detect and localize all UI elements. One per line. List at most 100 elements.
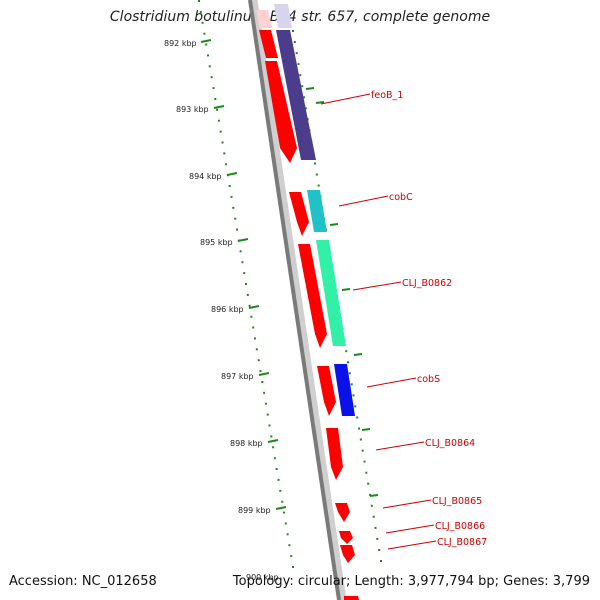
dot <box>272 446 275 449</box>
colored-fade-top <box>274 4 292 28</box>
dot <box>236 228 238 231</box>
cds-arrow-4 <box>298 244 327 348</box>
tick-label-899: 899 kbp <box>238 506 271 515</box>
gene-label-cobC: cobC <box>389 192 413 203</box>
dot <box>214 98 217 100</box>
dot <box>263 391 266 394</box>
genome-title: Clostridium botulinum Ba4 str. 657, comp… <box>109 9 491 25</box>
tick-label-900: 900 kbp <box>246 573 279 582</box>
tick-label-895: 895 kbp <box>200 238 233 247</box>
dot <box>210 76 213 79</box>
rtick-5 <box>353 353 363 356</box>
tick-898 <box>267 439 279 443</box>
dot <box>255 348 258 351</box>
cds-fade-top <box>256 10 272 28</box>
cds-arrow-8 <box>339 531 353 544</box>
ticks-dotted-line <box>198 0 294 568</box>
dot <box>252 326 255 329</box>
dot <box>352 394 355 397</box>
dot <box>284 522 287 525</box>
gene-label-CLJ_B0867: CLJ_B0867 <box>437 537 487 548</box>
tick-marks <box>200 39 287 510</box>
dot <box>270 435 273 438</box>
dot <box>286 533 289 536</box>
dot <box>350 383 353 386</box>
dot <box>345 350 348 353</box>
tick-892 <box>200 39 212 43</box>
dot <box>201 21 204 24</box>
tick-label-892: 892 kbp <box>164 39 197 48</box>
cds-arrow-6 <box>326 428 343 480</box>
dot <box>243 272 246 275</box>
dot <box>259 370 262 373</box>
rtick-3 <box>329 223 339 226</box>
cds-arrow-7 <box>335 503 350 522</box>
genome-backbone <box>248 0 341 600</box>
rtick-6 <box>361 428 371 431</box>
dot <box>277 478 280 481</box>
dot <box>358 427 360 430</box>
callout-CLJ_B0865 <box>382 499 432 509</box>
tick-label-893: 893 kbp <box>176 105 209 114</box>
dot <box>207 54 209 57</box>
dot <box>317 184 320 187</box>
callout-lines <box>320 93 437 550</box>
dot <box>354 405 357 408</box>
dot <box>374 526 377 529</box>
dot <box>370 504 373 507</box>
tick-895 <box>237 238 249 242</box>
accession-label: Accession: NC_012658 <box>9 574 157 589</box>
tick-894 <box>226 172 238 176</box>
cds-arrow-5 <box>317 366 336 416</box>
dot <box>208 65 211 68</box>
tick-899 <box>275 506 287 510</box>
dot <box>348 372 351 375</box>
callout-cobS <box>366 377 417 388</box>
dot <box>230 195 233 198</box>
gene-feoB_1 <box>276 30 316 160</box>
dot <box>347 361 349 364</box>
genome-backbone-shadow <box>250 0 347 600</box>
tick-896 <box>248 305 260 309</box>
dot <box>264 402 267 405</box>
dot <box>281 500 284 503</box>
dot <box>234 217 237 220</box>
dot <box>279 489 282 492</box>
cds-arrow-1 <box>259 30 278 58</box>
dot <box>275 468 278 470</box>
callout-CLJ_B0864 <box>375 441 425 451</box>
gene-label-cobS: cobS <box>417 374 440 385</box>
dot <box>232 206 235 209</box>
dot <box>378 549 381 551</box>
rtick-7 <box>369 494 379 497</box>
right-tick-marks <box>305 87 379 497</box>
tick-label-896: 896 kbp <box>211 305 244 314</box>
dot <box>292 30 294 32</box>
gene-label-CLJ_B0866: CLJ_B0866 <box>435 521 485 532</box>
dot <box>266 413 269 416</box>
dot <box>219 130 222 133</box>
dot <box>239 250 242 253</box>
dot <box>198 0 200 2</box>
dot <box>304 107 307 110</box>
dot <box>216 108 219 111</box>
topology-label: Topology: circular; Length: 3,977,794 bp… <box>232 574 590 589</box>
dot <box>273 457 276 460</box>
tick-label-898: 898 kbp <box>230 439 263 448</box>
rtick-4 <box>341 288 351 291</box>
dot <box>293 41 296 43</box>
dot <box>217 119 220 122</box>
dot <box>261 381 264 383</box>
colored-gene-track <box>276 30 355 416</box>
callout-feoB_1 <box>320 93 371 105</box>
dot <box>257 359 260 362</box>
gene-label-CLJ_B0864: CLJ_B0864 <box>425 438 475 449</box>
dot <box>359 438 362 441</box>
dot <box>292 566 294 568</box>
dot <box>363 460 366 463</box>
dot <box>369 493 371 496</box>
dot <box>223 152 226 155</box>
cds-arrow-9 <box>340 545 355 563</box>
